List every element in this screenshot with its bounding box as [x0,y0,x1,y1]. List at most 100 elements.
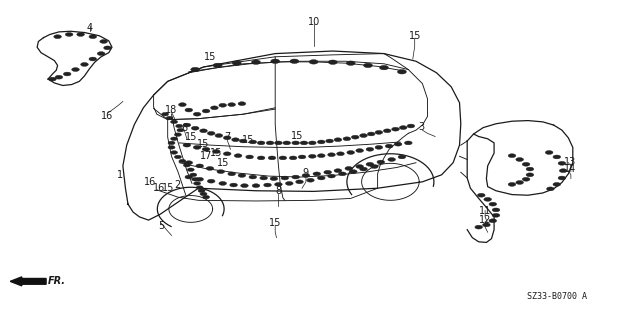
Circle shape [526,167,534,171]
Circle shape [302,174,310,177]
Circle shape [317,140,325,144]
Circle shape [334,169,342,173]
Circle shape [266,141,274,145]
Circle shape [347,151,355,154]
Circle shape [257,141,265,145]
Text: 15: 15 [269,218,282,228]
Circle shape [553,155,561,159]
Circle shape [279,156,287,160]
Circle shape [202,147,210,151]
Circle shape [223,152,231,156]
Text: 10: 10 [307,17,320,27]
Circle shape [547,187,554,191]
Circle shape [559,169,567,173]
Circle shape [189,173,197,177]
Circle shape [193,182,201,185]
Circle shape [300,141,308,145]
Circle shape [271,59,280,63]
Circle shape [246,155,253,159]
Circle shape [364,63,372,68]
Circle shape [397,70,406,74]
Circle shape [317,154,325,158]
Text: 11: 11 [479,205,492,216]
Circle shape [232,61,241,65]
Circle shape [275,141,282,145]
Circle shape [392,127,399,131]
Text: 5: 5 [158,221,164,232]
Circle shape [97,52,105,56]
Circle shape [292,141,300,145]
Circle shape [292,175,300,179]
Circle shape [174,155,182,159]
Circle shape [508,182,516,186]
Circle shape [192,177,198,181]
Text: 17: 17 [200,151,212,161]
Circle shape [404,141,412,145]
Circle shape [264,183,271,187]
Circle shape [161,113,169,116]
Circle shape [407,124,415,128]
Circle shape [313,172,321,176]
Circle shape [477,193,485,197]
Circle shape [281,176,289,180]
Text: 16: 16 [152,183,165,193]
Circle shape [375,145,383,149]
Text: 15: 15 [197,138,210,149]
Circle shape [307,178,314,182]
Circle shape [371,165,378,168]
Circle shape [219,103,227,107]
Circle shape [516,181,524,184]
Circle shape [193,112,201,116]
Circle shape [558,161,566,165]
Circle shape [360,167,367,171]
Circle shape [308,141,316,145]
Circle shape [475,225,483,229]
Circle shape [49,77,56,81]
Text: 9: 9 [303,168,309,178]
Circle shape [489,202,497,206]
Circle shape [553,182,561,186]
Circle shape [360,134,367,137]
Text: 12: 12 [479,215,492,225]
Circle shape [238,174,246,177]
Circle shape [328,153,335,157]
Circle shape [198,189,205,192]
Circle shape [239,139,247,143]
Circle shape [89,57,97,61]
Circle shape [349,170,357,174]
Circle shape [275,182,282,186]
Text: 15: 15 [161,183,174,193]
Circle shape [334,138,342,142]
Circle shape [228,103,236,107]
Circle shape [241,184,248,188]
Text: 7: 7 [224,132,230,142]
Circle shape [351,135,359,139]
Circle shape [399,126,407,130]
Circle shape [196,177,204,181]
Text: 15: 15 [184,132,197,142]
Circle shape [516,158,524,161]
Circle shape [508,154,516,158]
Circle shape [174,133,182,137]
Text: 15: 15 [204,52,216,62]
Circle shape [54,35,61,39]
Circle shape [483,223,490,227]
Text: 15: 15 [210,148,223,158]
Text: 6: 6 [181,122,188,133]
Text: 8: 8 [275,186,282,196]
Circle shape [394,142,402,146]
Circle shape [212,150,220,153]
Circle shape [356,149,364,152]
Circle shape [558,176,566,180]
Circle shape [326,139,333,143]
Circle shape [207,131,215,135]
Circle shape [207,179,215,183]
Circle shape [388,158,396,161]
Circle shape [63,72,71,76]
Text: 1: 1 [117,170,124,180]
Text: 15: 15 [408,31,421,41]
Circle shape [249,175,257,179]
Circle shape [380,65,388,70]
Circle shape [234,154,242,158]
Circle shape [177,128,184,132]
